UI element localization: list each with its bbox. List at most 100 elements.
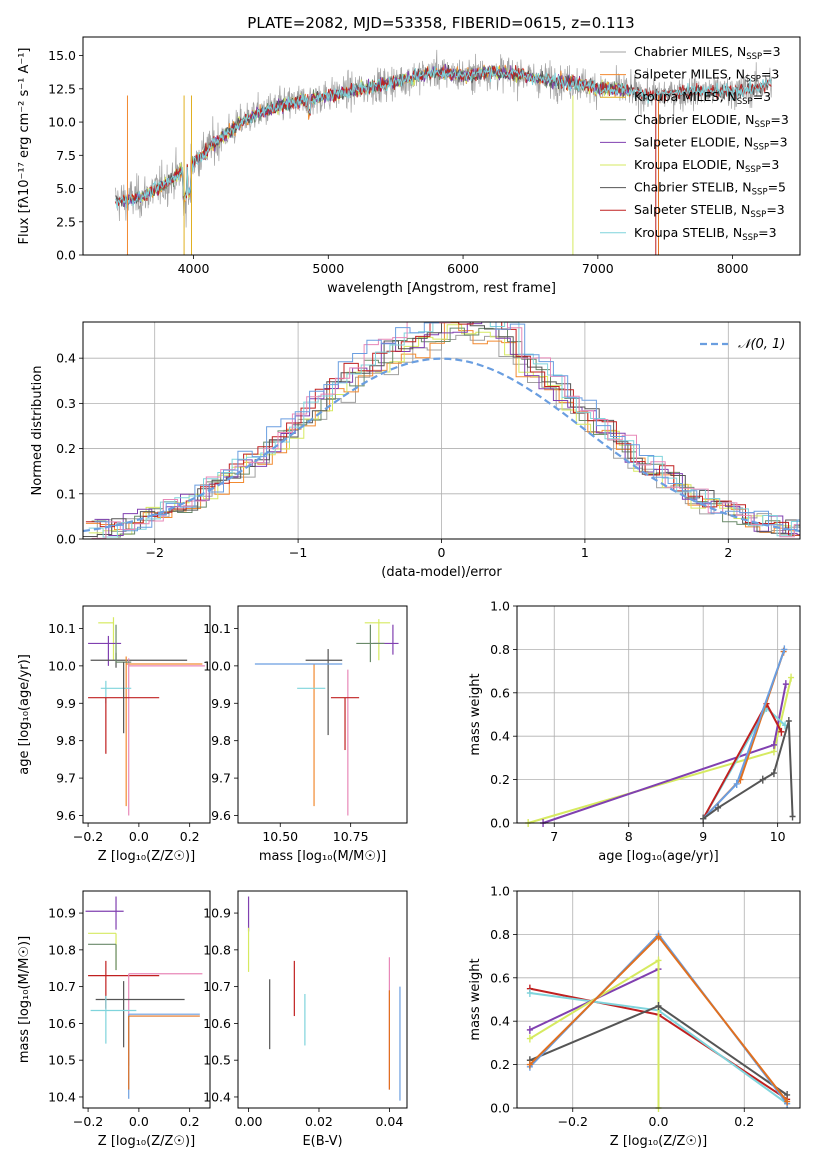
y-tick-label: 0.6 <box>490 970 510 985</box>
point-marker <box>715 803 722 812</box>
y-tick-label: 9.9 <box>56 696 76 711</box>
y-tick-label: 9.6 <box>56 808 76 823</box>
chabrier_stelib-histogram <box>83 322 800 537</box>
kroupa_stelib-model-line <box>114 66 772 209</box>
error-bar <box>356 624 385 663</box>
error-bar <box>125 656 203 807</box>
point-marker <box>526 1034 533 1043</box>
x-tick-label: 0.0 <box>129 829 149 844</box>
y-tick-label: 10.8 <box>203 942 231 957</box>
y-tick-label: 10.9 <box>48 906 76 921</box>
y-tick-label: 0.2 <box>56 441 76 456</box>
legend-entry: Salpeter STELIB, NSSP=3 <box>634 202 785 220</box>
point-marker <box>526 1025 533 1034</box>
legend-suffix: =3 <box>753 89 771 104</box>
x-tick-label: 2 <box>724 545 732 560</box>
y-tick-label: 10.1 <box>48 621 76 636</box>
age_vs_Z-axes <box>79 628 191 827</box>
error-bar <box>364 619 391 661</box>
salpeter_elodie-histogram <box>94 322 800 536</box>
point-marker <box>759 775 766 784</box>
x-axis-label: (data-model)/error <box>381 565 502 580</box>
y-tick-label: 10.7 <box>203 979 231 994</box>
point-marker <box>778 727 785 736</box>
point-marker <box>770 769 777 778</box>
y-tick-label: 9.8 <box>211 733 231 748</box>
point-marker <box>655 956 662 965</box>
x-tick-label: 5000 <box>312 261 344 276</box>
y-tick-label: 0.6 <box>490 685 510 700</box>
point-marker <box>785 717 792 726</box>
legend-entry: Chabrier STELIB, NSSP=5 <box>634 180 786 198</box>
x-tick-label: −0.2 <box>558 1114 588 1129</box>
point-marker <box>700 814 707 823</box>
legend-sub: SSP <box>754 120 770 130</box>
y-axis-label: mass weight <box>468 673 483 755</box>
y-axis-label: Flux [fλ10⁻¹⁷ erg cm⁻² s⁻¹ A⁻¹] <box>17 48 32 245</box>
point-marker <box>784 1097 791 1106</box>
x-tick-label: 10 <box>770 829 786 844</box>
salpeter_stelib-histogram <box>85 322 800 536</box>
error-bar <box>90 995 137 1044</box>
error-bar <box>373 624 399 655</box>
legend-suffix: =3 <box>762 44 780 59</box>
x-axis-label: wavelength [Angstrom, rest frame] <box>327 281 556 296</box>
y-tick-label: 0.8 <box>490 927 510 942</box>
y-tick-label: 1.0 <box>490 884 510 899</box>
y-tick-label: 0.0 <box>56 532 76 547</box>
point-marker <box>788 673 795 682</box>
legend-suffix: =5 <box>768 180 786 195</box>
x-tick-label: 0.02 <box>305 1114 333 1129</box>
x-axis-label: Z [log₁₀(Z/Z☉)] <box>98 849 195 864</box>
x-tick-label: 8000 <box>717 261 749 276</box>
y-tick-label: 10.6 <box>48 1016 76 1031</box>
spectrum-frame <box>82 36 801 256</box>
residuals-frame <box>82 321 801 540</box>
y-tick-label: 0.2 <box>490 1057 510 1072</box>
y-axis-label: Normed distribution <box>30 366 45 496</box>
legend-suffix: =3 <box>766 202 784 217</box>
x-tick-label: 0.2 <box>734 1114 754 1129</box>
point-marker <box>526 1060 533 1069</box>
spectrum-axes <box>79 55 734 259</box>
x-axis-label: age [log₁₀(age/yr)] <box>598 849 719 864</box>
y-tick-label: 10.6 <box>203 1016 231 1031</box>
point-marker <box>655 1002 662 1011</box>
y-tick-label: 0.1 <box>56 486 76 501</box>
blue-line <box>702 649 786 820</box>
y-axis-label: mass [log₁₀(M/M☉)] <box>17 936 32 1063</box>
y-axis-label: age [log₁₀(age/yr)] <box>17 654 32 775</box>
point-marker <box>526 988 533 997</box>
point-marker <box>655 932 662 941</box>
y-tick-label: 10.0 <box>48 115 76 130</box>
mass_vs_Z-axes <box>79 912 191 1112</box>
error-bar <box>128 658 205 816</box>
y-tick-label: 0.8 <box>490 642 510 657</box>
y-tick-label: 9.6 <box>211 808 231 823</box>
error-bar <box>128 1013 200 1099</box>
x-tick-label: 0.00 <box>235 1114 263 1129</box>
y-tick-label: 9.7 <box>56 771 76 786</box>
weight_vs_age-axes <box>513 605 800 827</box>
error-bar <box>98 617 115 661</box>
legend-sub: SSP <box>745 75 761 85</box>
y-tick-label: 2.5 <box>56 214 76 229</box>
x-tick-label: 0.0 <box>649 1114 669 1129</box>
legend-sub: SSP <box>742 233 758 243</box>
y-tick-label: 0.4 <box>56 351 76 366</box>
age_vs_mass-frame <box>237 605 408 824</box>
y-tick-label: 10.7 <box>48 979 76 994</box>
point-marker <box>789 812 796 821</box>
error-bar <box>128 1015 200 1090</box>
y-tick-label: 0.0 <box>56 248 76 263</box>
orange-line <box>702 651 785 820</box>
y-tick-label: 10.9 <box>203 906 231 921</box>
legend-sub: SSP <box>745 165 761 175</box>
point-marker <box>733 779 740 788</box>
y-tick-label: 9.8 <box>56 733 76 748</box>
x-axis-label: mass [log₁₀(M/M☉)] <box>259 849 386 864</box>
y-tick-label: 10.4 <box>48 1089 76 1104</box>
point-marker <box>770 740 777 749</box>
legend-suffix: =3 <box>770 112 788 127</box>
